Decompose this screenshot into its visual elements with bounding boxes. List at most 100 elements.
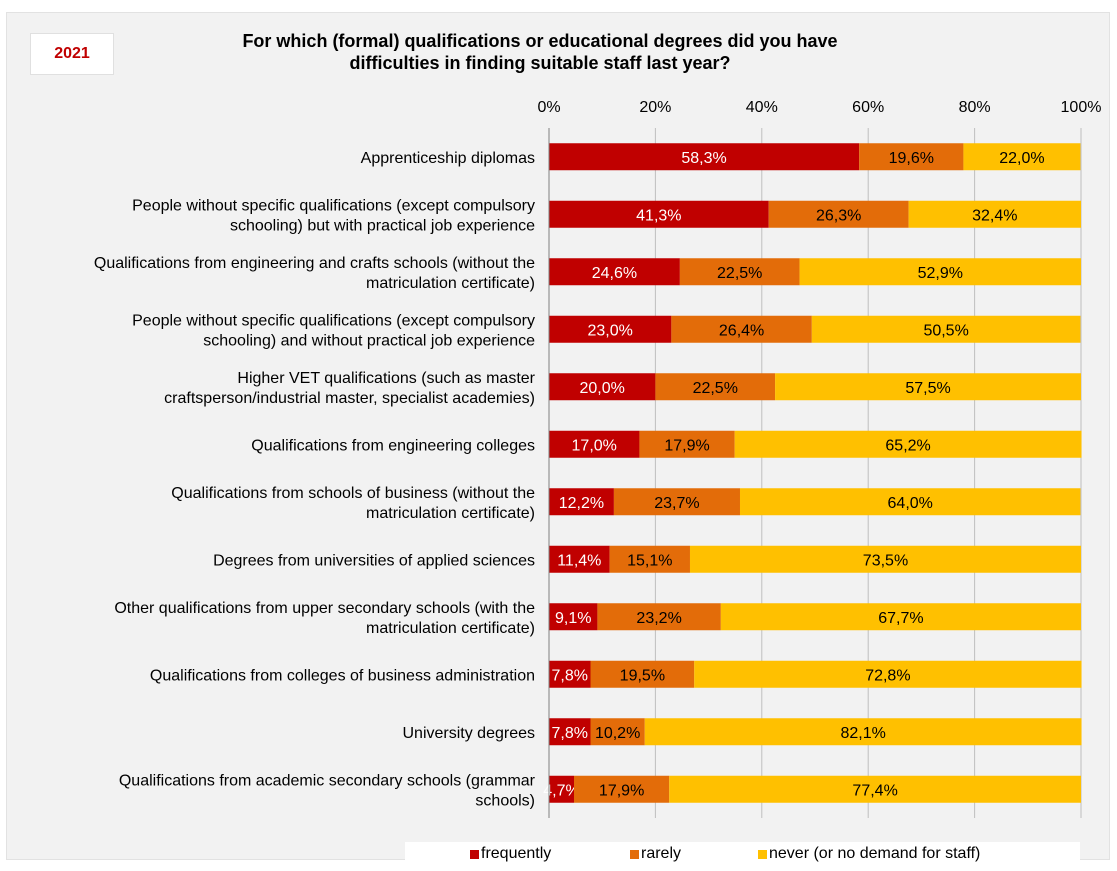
bar-segment-rarely [639, 430, 735, 458]
data-label: 19,5% [620, 667, 665, 684]
data-label: 77,4% [852, 782, 897, 799]
x-tick-label: 60% [852, 99, 884, 116]
category-label: University degrees [403, 725, 536, 742]
legend-item-frequently: frequently [470, 844, 551, 864]
data-label: 11,4% [557, 552, 601, 569]
bar-segment-frequently [549, 603, 598, 631]
legend-swatch-never [758, 849, 767, 859]
bar-segment-never [720, 603, 1081, 631]
data-label: 23,0% [587, 322, 632, 339]
data-label: 22,0% [999, 150, 1044, 167]
bar-segment-rarely [671, 315, 812, 343]
data-label: 15,1% [627, 552, 672, 569]
bar-segment-rarely [609, 545, 690, 573]
bar-segment-rarely [679, 258, 800, 286]
data-label: 22,5% [693, 380, 738, 397]
bar-segment-never [734, 430, 1082, 458]
category-label: Qualifications from academic secondary s… [119, 772, 536, 809]
data-label: 82,1% [840, 725, 885, 742]
bar-segment-never [908, 200, 1081, 228]
data-label: 7,8% [552, 725, 588, 742]
bar-segment-frequently [549, 718, 591, 746]
data-label: 23,2% [636, 610, 681, 627]
x-tick-label: 100% [1061, 99, 1102, 116]
data-label: 65,2% [885, 437, 930, 454]
data-label: 50,5% [923, 322, 968, 339]
data-label: 41,3% [636, 207, 681, 224]
category-label: Qualifications from colleges of business… [150, 667, 535, 684]
bar-segment-rarely [613, 488, 740, 516]
data-label: 57,5% [905, 380, 950, 397]
bar-segment-rarely [859, 143, 964, 171]
bar-segment-never [775, 373, 1081, 401]
data-label: 12,2% [559, 495, 604, 512]
data-label: 19,6% [889, 150, 934, 167]
data-label: 23,7% [654, 495, 699, 512]
legend-label-never: never (or no demand for staff) [769, 845, 981, 862]
x-tick-label: 40% [746, 99, 778, 116]
bar-segment-never [689, 545, 1081, 573]
data-label: 72,8% [865, 667, 910, 684]
chart-title: For which (formal) qualifications or edu… [242, 31, 838, 73]
legend-swatch-frequently [470, 849, 479, 859]
x-tick-label: 0% [537, 99, 560, 116]
data-label: 52,9% [918, 265, 963, 282]
bar-segment-never [669, 775, 1081, 803]
data-label: 64,0% [888, 495, 933, 512]
legend-label-frequently: frequently [481, 845, 552, 862]
data-label: 17,9% [664, 437, 709, 454]
category-label: Qualifications from engineering colleges [251, 437, 535, 454]
data-label: 10,2% [595, 725, 640, 742]
bar-segment-never [963, 143, 1081, 171]
bar-segment-frequently [549, 143, 860, 171]
bar-segment-frequently [549, 200, 769, 228]
data-label: 22,5% [717, 265, 762, 282]
bar-segment-frequently [549, 488, 614, 516]
bar-segment-never [799, 258, 1081, 286]
legend-item-rarely: rarely [630, 844, 681, 864]
category-label: Degrees from universities of applied sci… [213, 552, 535, 569]
bar-segment-frequently [549, 775, 575, 803]
category-label: Apprenticeship diplomas [361, 150, 535, 167]
category-label: People without specific qualifications (… [132, 312, 535, 349]
legend-swatch-rarely [630, 849, 639, 859]
bar-segment-rarely [768, 200, 909, 228]
data-label: 24,6% [592, 265, 637, 282]
category-label: People without specific qualifications (… [132, 197, 535, 234]
legend-label-rarely: rarely [641, 845, 682, 862]
x-tick-label: 20% [639, 99, 671, 116]
bar-segment-never [644, 718, 1082, 746]
bar-segment-never [694, 660, 1082, 688]
legend: frequently rarely never (or no demand fo… [405, 842, 1080, 866]
category-label: Qualifications from engineering and craf… [94, 255, 535, 292]
category-label: Higher VET qualifications (such as maste… [164, 370, 536, 407]
bar-segment-rarely [590, 718, 645, 746]
bar-segment-rarely [655, 373, 776, 401]
data-label: 58,3% [681, 150, 726, 167]
data-label: 73,5% [863, 552, 908, 569]
category-label: Qualifications from schools of business … [171, 485, 535, 522]
data-label: 26,4% [719, 322, 764, 339]
bar-segment-rarely [574, 775, 670, 803]
data-label: 32,4% [972, 207, 1017, 224]
bar-segment-frequently [549, 258, 680, 286]
data-label: 7,8% [552, 667, 588, 684]
x-tick-label: 80% [959, 99, 991, 116]
bar-segment-frequently [549, 660, 591, 688]
legend-item-never: never (or no demand for staff) [758, 844, 980, 864]
year-badge: 2021 [30, 33, 114, 75]
bar-segment-frequently [549, 315, 672, 343]
data-label: 9,1% [555, 610, 591, 627]
bar-segment-never [739, 488, 1081, 516]
category-label: Other qualifications from upper secondar… [114, 600, 535, 637]
bar-segment-never [811, 315, 1081, 343]
data-label: 20,0% [580, 380, 625, 397]
bar-segment-frequently [549, 373, 656, 401]
data-label: 26,3% [816, 207, 861, 224]
data-label: 17,9% [599, 782, 644, 799]
bar-segment-rarely [590, 660, 695, 688]
data-label: 17,0% [572, 437, 617, 454]
bar-segment-frequently [549, 430, 640, 458]
data-label: 67,7% [878, 610, 923, 627]
